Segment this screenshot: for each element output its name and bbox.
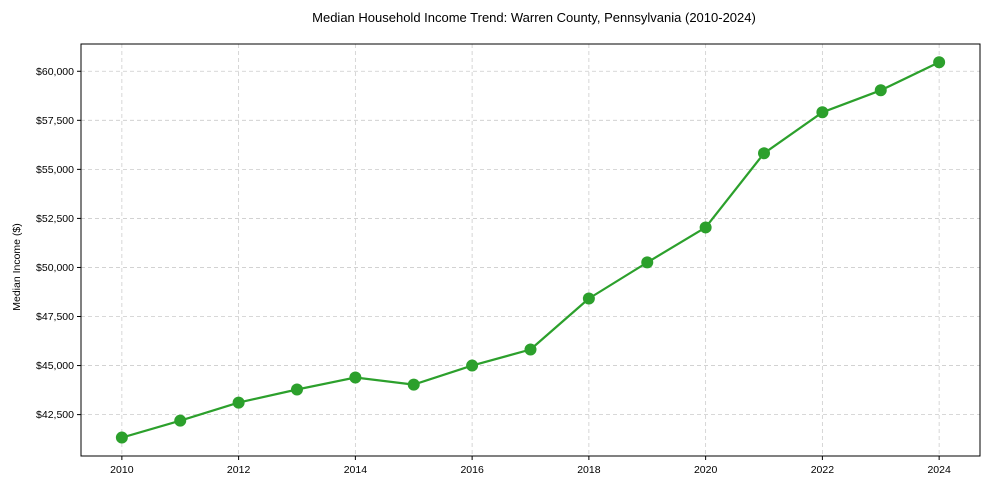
x-tick-label: 2020 (694, 464, 718, 476)
plot-area (80, 43, 981, 457)
x-tick-label: 2024 (927, 464, 951, 476)
data-point-marker (174, 414, 187, 427)
data-point-marker (407, 378, 420, 391)
y-axis: $42,500 $45,000 $47,500 $50,000 $52,500 $55,0… (36, 66, 81, 421)
x-tick-label: 2022 (811, 464, 835, 476)
data-point-marker (933, 56, 946, 69)
data-point-marker (816, 106, 829, 119)
chart-title: Median Household Income Trend: Warren Co… (312, 10, 756, 25)
y-tick-label: $52,500 (36, 213, 74, 225)
data-point-marker (582, 292, 595, 305)
x-tick-label: 2018 (577, 464, 601, 476)
data-point-marker (699, 221, 712, 234)
grid-lines (81, 44, 980, 456)
y-tick-label: $55,000 (36, 164, 74, 176)
x-axis: 2010 2012 2014 2016 2018 2020 2022 2024 (110, 456, 951, 476)
data-point-marker (641, 256, 654, 269)
data-point-marker (524, 343, 537, 356)
y-tick-label: $45,000 (36, 360, 74, 372)
y-axis-label: Median Income ($) (11, 223, 23, 311)
data-point-marker (232, 396, 245, 409)
y-tick-label: $47,500 (36, 311, 74, 323)
data-point-marker (874, 84, 887, 97)
y-tick-label: $57,500 (36, 115, 74, 127)
y-tick-label: $42,500 (36, 409, 74, 421)
x-tick-label: 2014 (344, 464, 368, 476)
y-tick-label: $60,000 (36, 66, 74, 78)
x-tick-label: 2010 (110, 464, 134, 476)
data-point-marker (349, 371, 362, 384)
data-point-marker (758, 147, 771, 160)
x-tick-label: 2012 (227, 464, 251, 476)
series-line (121, 61, 940, 439)
data-point-marker (115, 431, 128, 444)
data-point-marker (466, 359, 479, 372)
data-series (115, 56, 946, 444)
data-point-marker (290, 383, 303, 396)
y-tick-label: $50,000 (36, 262, 74, 274)
x-tick-label: 2016 (460, 464, 484, 476)
